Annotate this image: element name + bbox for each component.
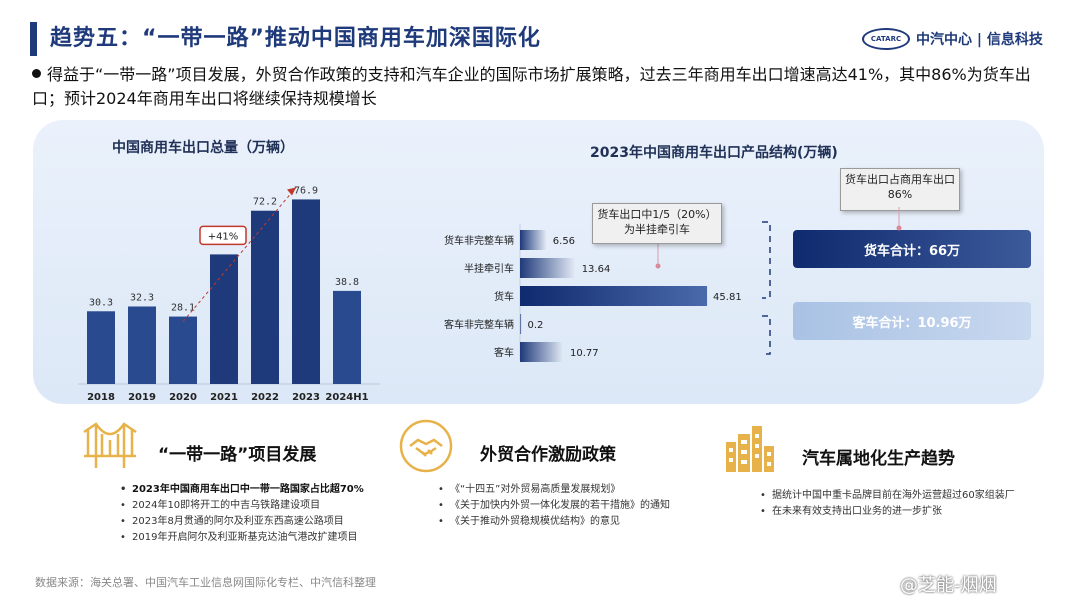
- bar-2024H1: [333, 290, 361, 384]
- category-label: 半挂牵引车: [464, 262, 514, 275]
- x-tick-label: 2019: [128, 392, 156, 403]
- category-label: 货车非完整车辆: [444, 234, 514, 247]
- bullet-item: 《关于加快内外贸一体化发展的若干措施》的通知: [436, 498, 670, 514]
- growth-arrow-head: [287, 187, 296, 196]
- bar-value-label: 76.9: [294, 185, 318, 196]
- hbar-value-label: 6.56: [553, 236, 575, 247]
- x-tick-label: 2021: [210, 392, 238, 403]
- category-label: 客车非完整车辆: [444, 318, 514, 331]
- hbar-0: [520, 230, 547, 250]
- hbar-value-label: 13.64: [582, 264, 611, 275]
- bullet-item: 2023年8月贯通的阿尔及利亚东西高速公路项目: [118, 514, 364, 530]
- bar-value-label: 30.3: [89, 297, 113, 308]
- growth-arrow: [182, 187, 297, 322]
- export-volume-chart: 30.3 2018 32.3 2019 28.1 2020 2021 72.2 2022 76.9…: [78, 185, 380, 403]
- bullet-item: 2023年中国商用车出口中一带一路国家占比超70%: [118, 482, 364, 498]
- section-title-localization: 汽车属地化生产趋势: [802, 449, 955, 469]
- bullet-item: 2024年10即将开工的中吉乌铁路建设项目: [118, 498, 364, 514]
- handshake-icon: [398, 418, 454, 474]
- brand-logo: CATARC 中汽中心 | 信息科技: [862, 28, 1043, 50]
- hbar-2: [520, 286, 708, 306]
- truck-total-box: 货车合计：66万: [793, 230, 1031, 268]
- hbar-4: [520, 342, 564, 362]
- bullet-item: 在未来有效支持出口业务的进一步扩张: [758, 504, 1015, 520]
- hbar-value-label: 10.77: [570, 348, 599, 359]
- bullet-dot-icon: [32, 69, 41, 78]
- hbar-value-label: 0.2: [528, 320, 544, 331]
- growth-annotation-box: [199, 225, 247, 246]
- brand-name: 中汽中心 | 信息科技: [916, 32, 1043, 48]
- belt-road-bullets: 2023年中国商用车出口中一带一路国家占比超70%2024年10即将开工的中吉乌…: [118, 482, 364, 546]
- bullet-item: 《关于推动外贸稳规模优结构》的意见: [436, 514, 670, 530]
- export-structure-chart-title: 2023年中国商用车出口产品结构(万辆): [590, 145, 838, 161]
- x-tick-label: 2020: [169, 392, 197, 403]
- x-tick-label: 2022: [251, 392, 279, 403]
- bar-value-label: 72.2: [253, 197, 277, 208]
- semi-trailer-callout: 货车出口中1/5（20%）为半挂牵引车: [592, 203, 722, 244]
- bus-total-box: 客车合计：10.96万: [793, 302, 1031, 340]
- export-volume-chart-title: 中国商用车出口总量（万辆）: [112, 140, 294, 156]
- bar-2021: [210, 254, 238, 384]
- bar-value-label: 32.3: [130, 292, 154, 303]
- x-tick-label: 2018: [87, 392, 115, 403]
- factory-icon: [722, 420, 778, 476]
- bar-2018: [87, 311, 115, 384]
- category-label: 客车: [494, 346, 514, 359]
- bullet-item: 2019年开启阿尔及利亚斯基克达油气港改扩建项目: [118, 530, 364, 546]
- title-accent-bar: [30, 22, 37, 56]
- growth-annotation: +41%: [208, 231, 239, 242]
- bus-bracket: [762, 315, 771, 355]
- summary-body: 得益于“一带一路”项目发展，外贸合作政策的支持和汽车企业的国际市场扩展策略，过去…: [32, 65, 1031, 108]
- truck-bracket: [762, 221, 771, 299]
- summary-text: 得益于“一带一路”项目发展，外贸合作政策的支持和汽车企业的国际市场扩展策略，过去…: [32, 63, 1052, 111]
- section-title-belt-road: “一带一路”项目发展: [158, 445, 317, 465]
- x-tick-label: 2024H1: [325, 392, 368, 403]
- catarc-emblem-icon: CATARC: [862, 28, 910, 50]
- bridge-icon: [82, 418, 138, 474]
- truck-share-callout: 货车出口占商用车出口86%: [840, 168, 960, 211]
- data-source-note: 数据来源：海关总署、中国汽车工业信息网国际化专栏、中汽信科整理: [35, 576, 376, 589]
- bar-value-label: 38.8: [335, 277, 359, 288]
- bar-2020: [169, 316, 197, 384]
- localization-bullets: 据统计中国中重卡品牌目前在海外运营超过60家组装厂在未来有效支持出口业务的进一步…: [758, 488, 1015, 520]
- page-title: 趋势五：“一带一路”推动中国商用车加深国际化: [50, 26, 541, 51]
- watermark: @芝能-烟烟: [900, 575, 997, 596]
- export-structure-chart: 货车非完整车辆 6.56 半挂牵引车 13.64 货车 45.81 客车非完整车辆 0.2 客车…: [444, 221, 771, 362]
- x-tick-label: 2023: [292, 392, 320, 403]
- bar-2019: [128, 306, 156, 384]
- category-label: 货车: [494, 290, 514, 303]
- hbar-3: [520, 314, 522, 334]
- callout-dot: [655, 263, 661, 269]
- bar-2023: [292, 199, 320, 384]
- callout2-pointer: [896, 207, 902, 231]
- hbar-1: [520, 258, 576, 278]
- bar-value-label: 28.1: [171, 303, 195, 314]
- bullet-item: 《“十四五”对外贸易高质量发展规划》: [436, 482, 670, 498]
- bullet-item: 据统计中国中重卡品牌目前在海外运营超过60家组装厂: [758, 488, 1015, 504]
- hbar-value-label: 45.81: [713, 292, 742, 303]
- section-title-trade-policy: 外贸合作激励政策: [480, 445, 616, 465]
- trade-policy-bullets: 《“十四五”对外贸易高质量发展规划》《关于加快内外贸一体化发展的若干措施》的通知…: [436, 482, 670, 530]
- bar-2022: [251, 210, 279, 384]
